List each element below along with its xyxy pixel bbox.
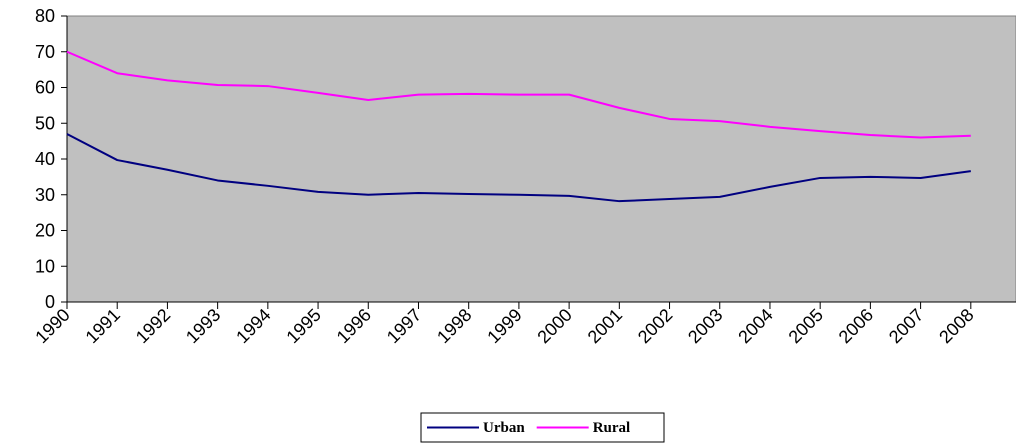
y-tick-label: 70 <box>35 42 55 62</box>
y-tick-label: 10 <box>35 256 55 276</box>
line-series <box>66 50 971 139</box>
x-tick-label: 2007 <box>885 305 927 347</box>
x-tick-label: 2004 <box>734 305 776 347</box>
x-tick-label: 1995 <box>282 305 324 347</box>
x-tick-label: 2006 <box>835 305 877 347</box>
x-tick-label: 1991 <box>82 305 124 347</box>
y-tick-label: 60 <box>35 78 55 98</box>
plot-area <box>66 15 1016 303</box>
x-tick-label: 1996 <box>333 305 375 347</box>
line-series <box>66 133 971 203</box>
x-tick-label: 2008 <box>935 305 977 347</box>
x-tick-label: 1998 <box>433 305 475 347</box>
x-tick-label: 2001 <box>584 305 626 347</box>
y-tick-label: 30 <box>35 185 55 205</box>
x-tick-label: 1993 <box>182 305 224 347</box>
x-tick-label: 2005 <box>785 305 827 347</box>
legend-label: Rural <box>593 420 631 436</box>
y-tick-label: 50 <box>35 113 55 133</box>
y-tick-label: 20 <box>35 221 55 241</box>
x-tick-label: 2003 <box>684 305 726 347</box>
x-tick-label: 1994 <box>232 305 274 347</box>
x-tick-label: 1997 <box>383 305 425 347</box>
x-tick-label: 1999 <box>483 305 525 347</box>
legend-label: Urban <box>483 420 525 436</box>
x-tick-label: 2002 <box>634 305 676 347</box>
x-tick-label: 1992 <box>132 305 174 347</box>
y-tick-label: 80 <box>35 6 55 26</box>
x-tick-label: 1990 <box>31 305 73 347</box>
y-tick-label: 0 <box>45 292 55 312</box>
y-tick-label: 40 <box>35 149 55 169</box>
x-tick-label: 2000 <box>533 305 575 347</box>
